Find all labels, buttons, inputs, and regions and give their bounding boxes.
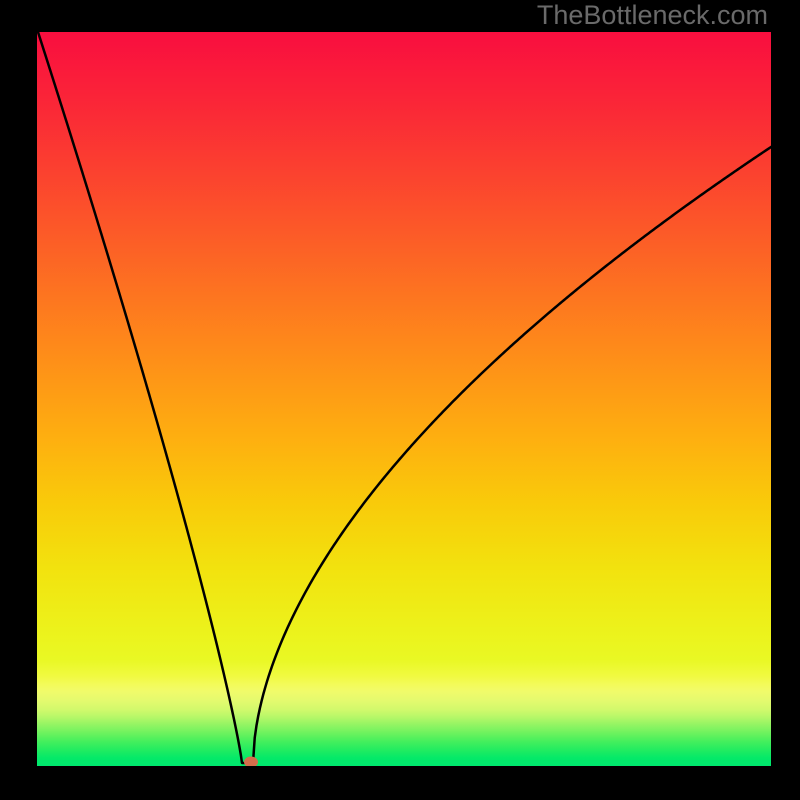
gradient-background [37, 32, 771, 766]
watermark-text: TheBottleneck.com [537, 0, 768, 31]
figure-root: TheBottleneck.com [0, 0, 800, 800]
chart-svg [37, 32, 771, 766]
plot-area [37, 32, 771, 766]
